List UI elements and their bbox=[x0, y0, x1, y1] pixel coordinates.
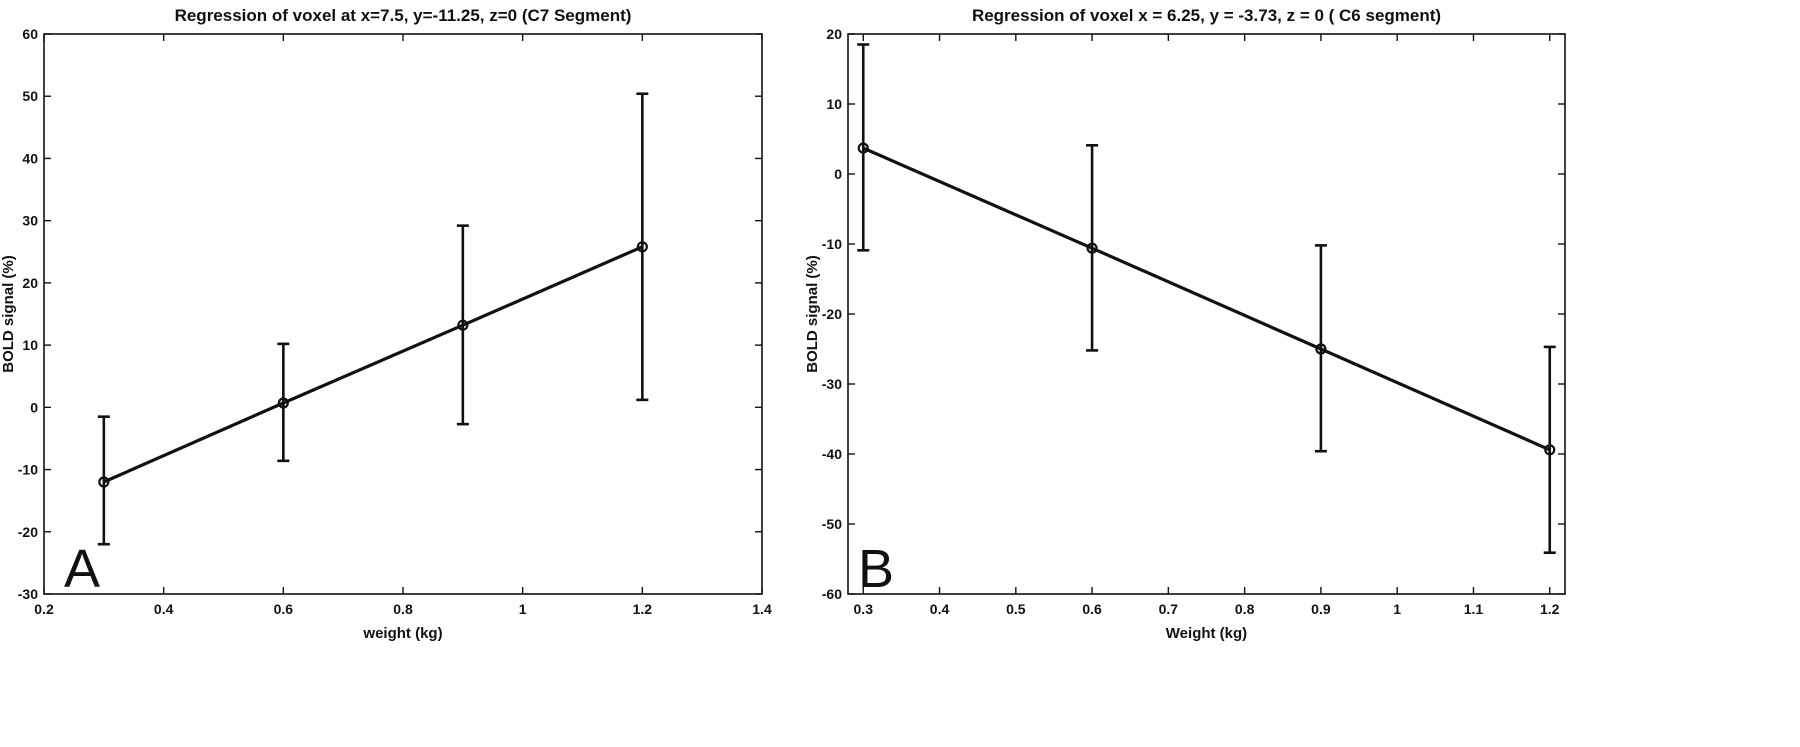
panel-a-y-tick-label: 50 bbox=[22, 88, 38, 104]
panel-b-error-bar bbox=[857, 43, 870, 252]
panel-b-x-tick-label: 1.1 bbox=[1464, 601, 1484, 617]
panel-a-x-axis-label: weight (kg) bbox=[362, 625, 442, 642]
panel-a-x-tick-label: 1.2 bbox=[633, 601, 653, 617]
panel-a-y-tick-label: 60 bbox=[22, 26, 38, 42]
panel-a-y-tick-label: -20 bbox=[18, 524, 38, 540]
panel-a-y-tick-label: 0 bbox=[30, 399, 38, 415]
panel-a-x-tick-label: 1 bbox=[519, 601, 527, 617]
panel-a-title: Regression of voxel at x=7.5, y=-11.25, … bbox=[175, 6, 632, 25]
panel-b-chart: Regression of voxel x = 6.25, y = -3.73,… bbox=[804, 6, 1566, 642]
panel-b-y-tick-label: -10 bbox=[822, 236, 842, 252]
panel-b-y-axis-label: BOLD signal (%) bbox=[804, 255, 821, 373]
panel-a-x-tick-label: 1.4 bbox=[752, 601, 772, 617]
panel-a-data-point bbox=[277, 397, 289, 409]
panel-b-y-tick-label: -30 bbox=[822, 376, 842, 392]
panel-a-x-tick-label: 0.2 bbox=[34, 601, 54, 617]
panel-b-x-tick-label: 0.9 bbox=[1311, 601, 1331, 617]
panel-a-y-tick-label: -10 bbox=[18, 462, 38, 478]
panel-a-series-line bbox=[103, 245, 643, 484]
panel-b-y-tick-label: -40 bbox=[822, 446, 842, 462]
panel-b-x-tick-label: 1 bbox=[1393, 601, 1401, 617]
panel-a-x-tick-label: 0.6 bbox=[274, 601, 294, 617]
panel-b-x-tick-label: 0.5 bbox=[1006, 601, 1026, 617]
panel-b-plot-frame bbox=[847, 33, 1566, 595]
panel-b-x-axis-label: Weight (kg) bbox=[1166, 625, 1247, 642]
panel-b-y-tick-label: -60 bbox=[822, 586, 842, 602]
panel-b-y-tick-label: -50 bbox=[822, 516, 842, 532]
panel-b-x-tick-label: 0.7 bbox=[1159, 601, 1179, 617]
panel-b-data-point bbox=[1315, 343, 1327, 355]
panel-b-data-point bbox=[1086, 242, 1098, 254]
panel-a-y-axis-label: BOLD signal (%) bbox=[0, 255, 17, 373]
panel-a-y-tick-label: 30 bbox=[22, 213, 38, 229]
panel-b-x-tick-label: 0.6 bbox=[1082, 601, 1102, 617]
panel-b-data-point bbox=[1544, 444, 1556, 456]
panel-b-y-tick-label: -20 bbox=[822, 306, 842, 322]
panel-a-y-tick-label: -30 bbox=[18, 586, 38, 602]
panel-a-plot-frame bbox=[43, 33, 763, 595]
panel-b-series-line bbox=[862, 146, 1551, 452]
panel-a-y-tick-label: 10 bbox=[22, 337, 38, 353]
panel-a-x-tick-label: 0.8 bbox=[393, 601, 413, 617]
panel-b-y-tick-label: 20 bbox=[826, 26, 842, 42]
panel-b-data-point bbox=[857, 142, 869, 154]
panel-b-y-tick-label: 0 bbox=[834, 166, 842, 182]
panel-a-data-point bbox=[457, 319, 469, 331]
panel-b-title: Regression of voxel x = 6.25, y = -3.73,… bbox=[972, 6, 1441, 25]
panel-b-x-tick-label: 0.4 bbox=[930, 601, 950, 617]
panel-a-x-tick-label: 0.4 bbox=[154, 601, 174, 617]
panel-a-letter: A bbox=[64, 539, 100, 599]
panel-b-y-tick-label: 10 bbox=[826, 96, 842, 112]
panel-a-y-tick-label: 40 bbox=[22, 150, 38, 166]
panel-b-x-tick-label: 0.3 bbox=[854, 601, 874, 617]
panel-b-x-tick-label: 0.8 bbox=[1235, 601, 1255, 617]
panel-b-x-tick-label: 1.2 bbox=[1540, 601, 1560, 617]
panel-b-letter: B bbox=[858, 539, 894, 599]
panel-a-data-point bbox=[636, 241, 648, 253]
panel-a-y-tick-label: 20 bbox=[22, 275, 38, 291]
panel-a-chart: Regression of voxel at x=7.5, y=-11.25, … bbox=[0, 6, 772, 642]
panel-a-data-point bbox=[98, 476, 110, 488]
